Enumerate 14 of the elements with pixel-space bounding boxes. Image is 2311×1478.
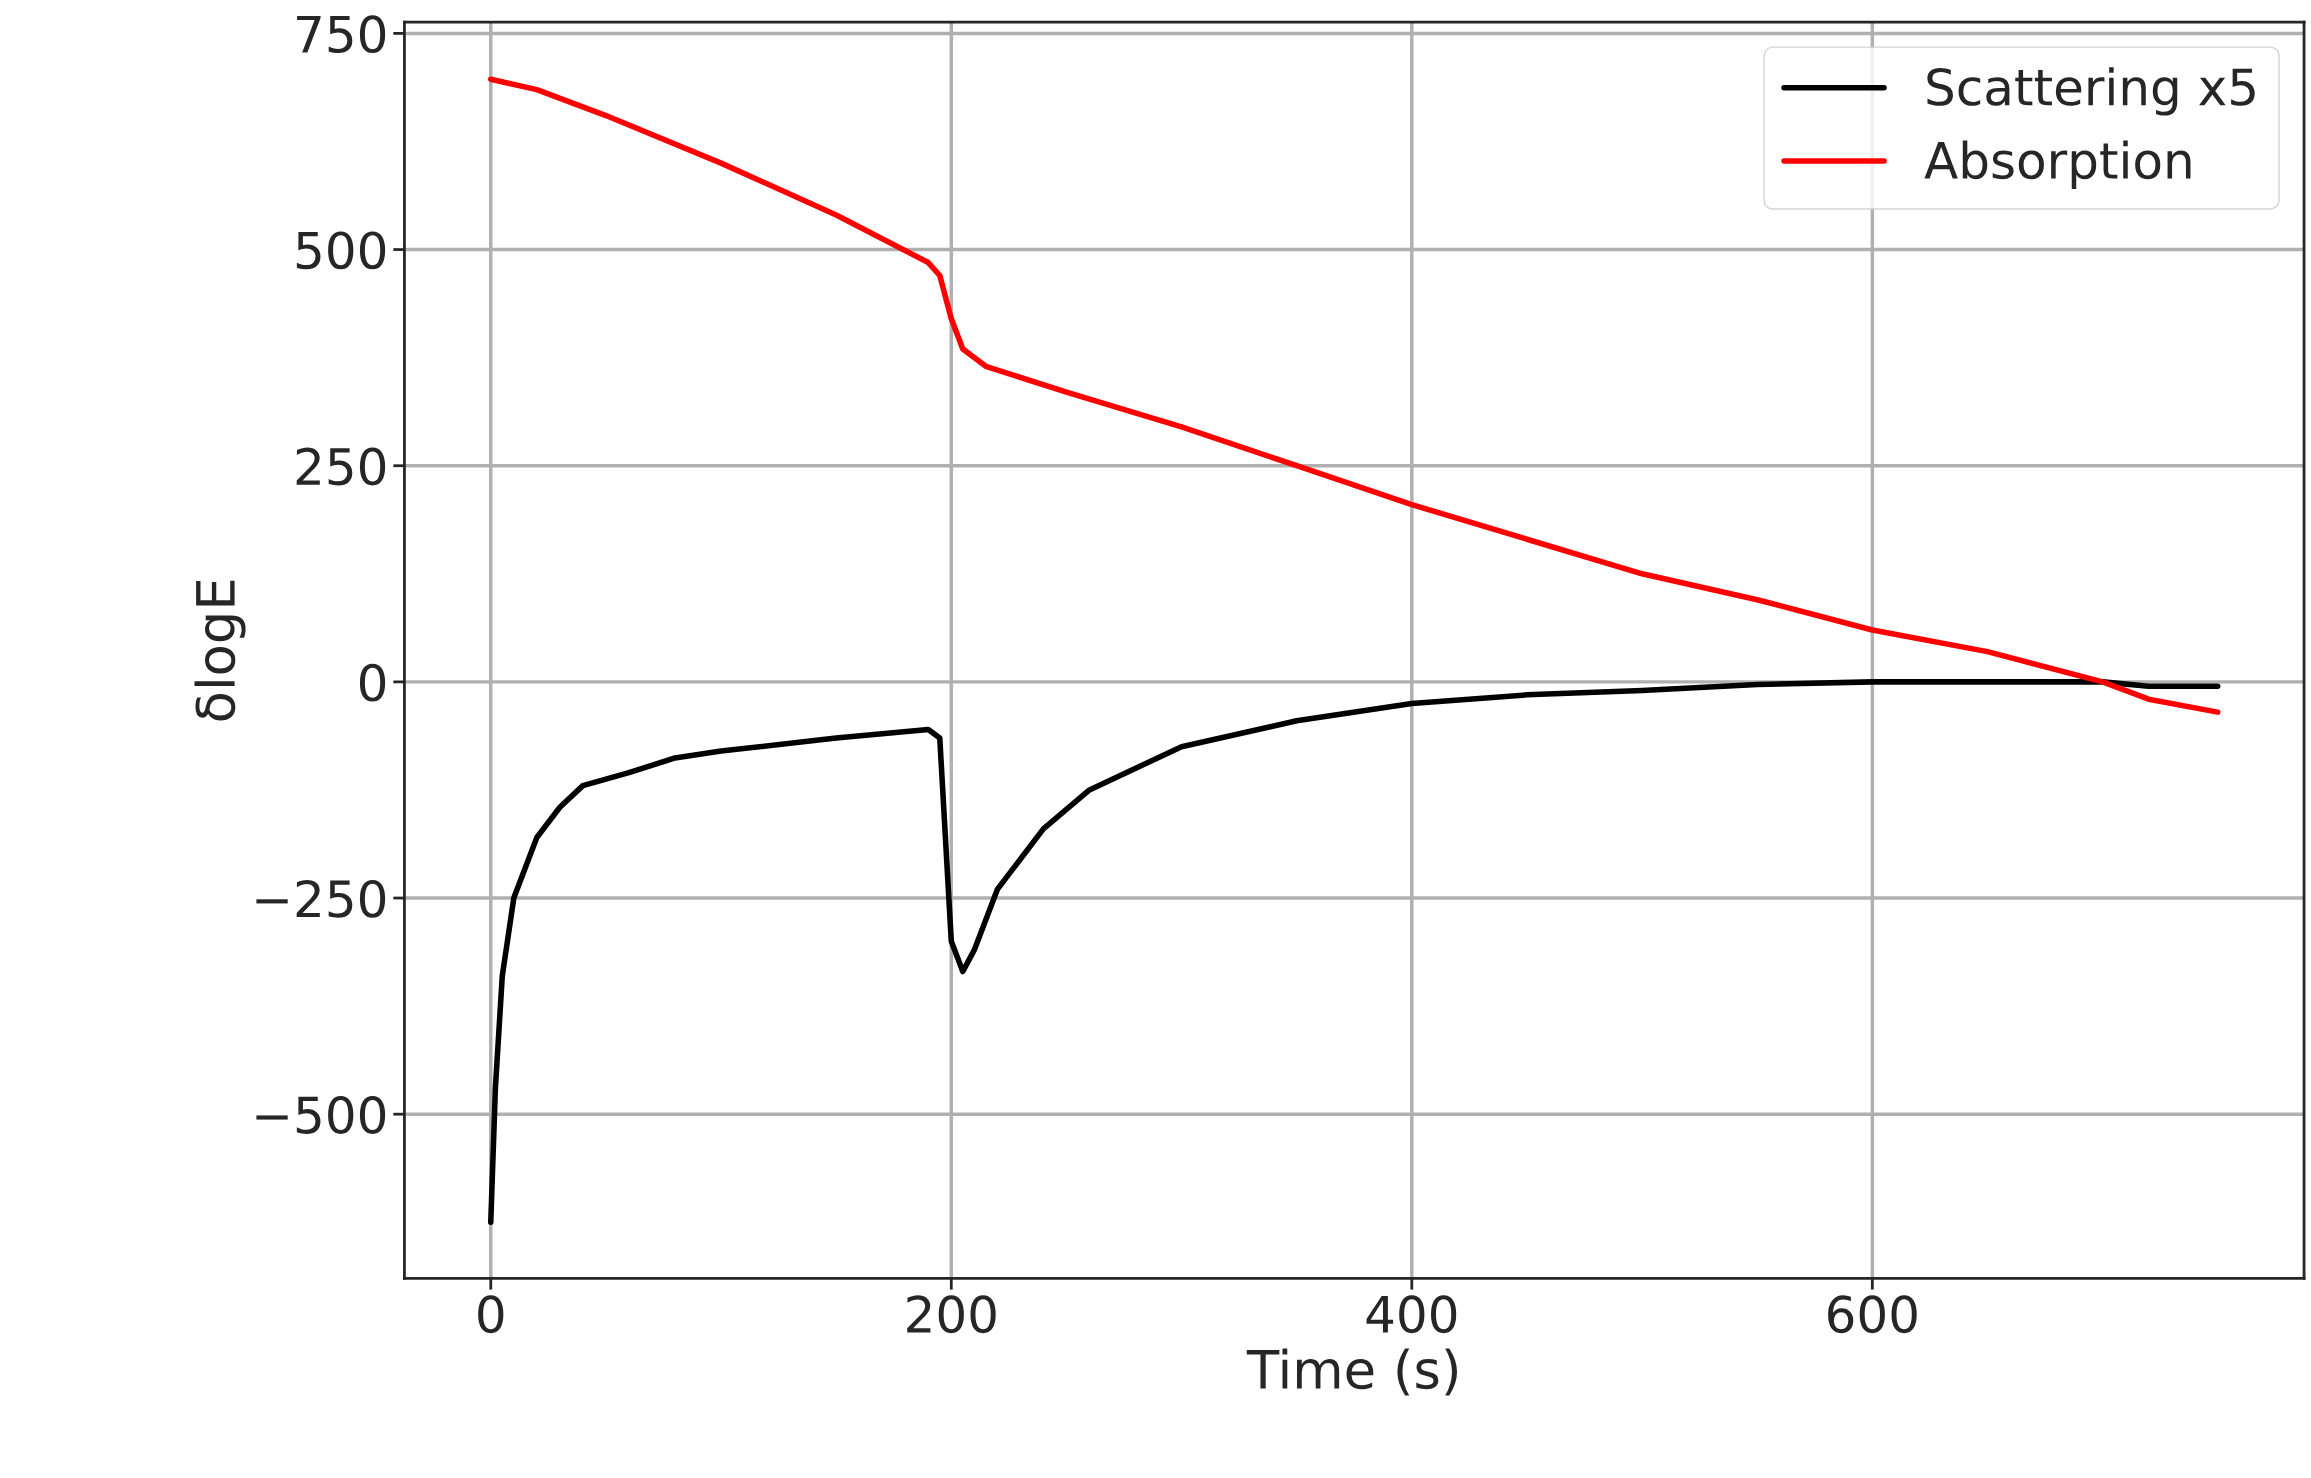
legend-label: Scattering x5 [1927,67,2255,116]
x-tick-label: 200 [907,1295,996,1334]
x-tick-label: 0 [478,1295,504,1334]
y-tick-label: 0 [359,663,386,702]
y-axis-title: δlogE [194,580,246,721]
y-tick-label: −500 [256,1096,386,1134]
x-axis-title: Time (s) [1246,1348,1458,1396]
y-tick-label: −250 [256,879,386,918]
x-tick-label: 400 [1366,1295,1457,1334]
y-tick-label: 500 [296,231,386,270]
x-tick-label: 600 [1828,1295,1917,1334]
y-tick-label: 750 [297,15,386,54]
legend-label: Absorption [1924,140,2191,189]
y-tick-label: 250 [296,447,386,486]
